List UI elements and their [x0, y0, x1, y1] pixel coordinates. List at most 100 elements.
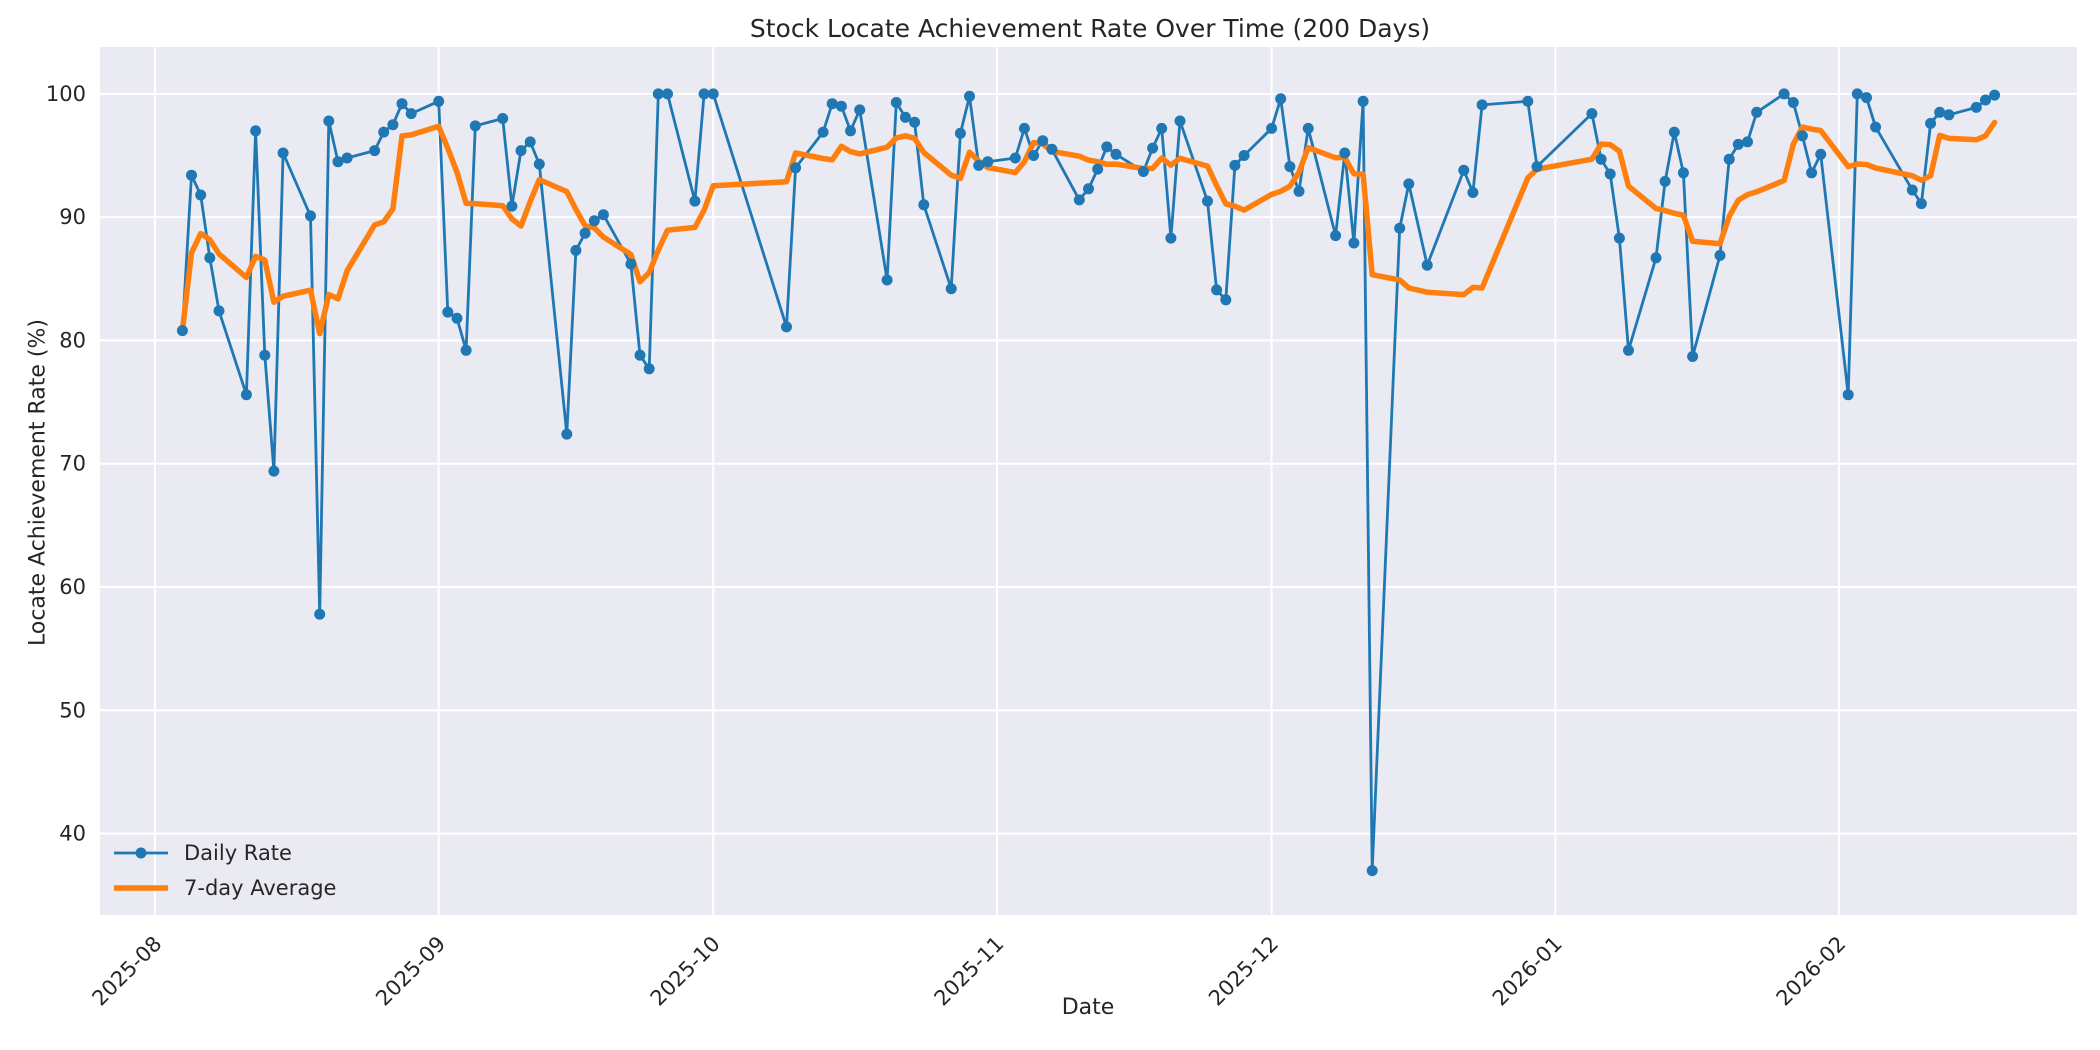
data-point-marker — [1467, 187, 1479, 198]
data-point-marker — [1110, 148, 1122, 160]
data-point-marker — [1476, 99, 1488, 111]
data-point-marker — [1092, 163, 1104, 175]
y-tick-label: 40 — [59, 822, 86, 846]
data-point-marker — [1266, 122, 1278, 134]
data-point-marker — [1815, 148, 1827, 160]
data-point-marker — [1851, 88, 1863, 100]
data-point-marker — [204, 252, 216, 264]
data-point-marker — [1906, 184, 1918, 196]
data-point-marker — [1870, 121, 1882, 133]
y-tick-label: 70 — [59, 452, 86, 476]
data-point-marker — [1238, 150, 1250, 161]
average-line-icon — [114, 885, 168, 891]
data-point-marker — [625, 258, 637, 270]
chart-title: Stock Locate Achievement Rate Over Time … — [749, 14, 1431, 43]
data-point-marker — [186, 169, 197, 181]
data-point-marker — [1650, 252, 1662, 264]
data-point-marker — [835, 100, 847, 112]
daily-rate-line-icon — [114, 847, 168, 859]
data-point-marker — [314, 608, 326, 620]
data-point-marker — [497, 113, 509, 124]
data-point-marker — [781, 321, 792, 333]
data-point-marker — [634, 349, 646, 361]
data-point-marker — [1989, 89, 2001, 101]
data-point-marker — [1604, 168, 1616, 180]
data-point-marker — [323, 115, 335, 127]
data-point-marker — [1668, 126, 1680, 138]
data-point-marker — [1147, 142, 1159, 154]
legend-item-7day-average: 7-day Average — [112, 875, 336, 901]
data-point-marker — [1925, 117, 1937, 129]
data-point-marker — [1796, 130, 1808, 142]
data-point-marker — [652, 88, 664, 100]
data-point-marker — [460, 344, 472, 356]
y-tick-label: 100 — [46, 82, 86, 106]
data-point-marker — [1275, 93, 1287, 105]
data-point-marker — [1293, 185, 1305, 197]
data-point-marker — [378, 126, 390, 138]
data-point-marker — [790, 162, 802, 174]
y-tick-label: 90 — [59, 205, 86, 229]
data-point-marker — [1458, 164, 1470, 176]
data-point-marker — [945, 283, 957, 295]
data-point-marker — [1915, 198, 1927, 210]
data-point-marker — [698, 88, 710, 100]
data-point-marker — [405, 108, 417, 120]
data-point-marker — [1970, 101, 1982, 113]
data-point-marker — [1156, 122, 1168, 134]
y-axis-label: Locate Achievement Rate (%) — [25, 319, 51, 647]
y-tick-label: 80 — [59, 328, 86, 352]
data-point-marker — [1421, 259, 1433, 271]
data-point-marker — [1751, 106, 1763, 118]
data-point-marker — [341, 152, 353, 164]
data-point-marker — [1787, 97, 1799, 108]
data-point-marker — [597, 209, 609, 221]
data-point-marker — [1174, 115, 1186, 127]
data-point-marker — [881, 274, 893, 286]
data-point-marker — [1714, 249, 1726, 261]
data-point-marker — [1330, 230, 1342, 242]
data-point-marker — [1284, 161, 1296, 173]
data-point-marker — [1623, 344, 1634, 356]
data-point-marker — [1083, 183, 1094, 195]
data-point-marker — [1137, 166, 1149, 177]
data-point-marker — [1073, 194, 1085, 206]
data-point-marker — [1339, 147, 1351, 159]
data-point-marker — [442, 306, 454, 318]
data-point-marker — [954, 127, 966, 139]
data-point-marker — [1101, 141, 1113, 153]
data-point-marker — [305, 210, 316, 222]
data-point-marker — [1943, 109, 1955, 121]
data-point-marker — [332, 156, 344, 168]
data-point-marker — [1742, 136, 1753, 148]
data-point-marker — [1302, 122, 1314, 134]
data-point-marker — [369, 145, 381, 157]
data-point-marker — [1687, 351, 1699, 362]
data-point-marker — [387, 119, 399, 131]
data-point-marker — [561, 428, 573, 440]
data-point-marker — [1046, 143, 1058, 155]
data-point-marker — [1211, 284, 1223, 296]
legend-item-daily-rate: Daily Rate — [112, 840, 336, 866]
data-point-marker — [1861, 92, 1872, 104]
data-point-marker — [1220, 294, 1232, 306]
data-point-marker — [1229, 159, 1241, 171]
data-point-marker — [1659, 175, 1671, 187]
data-point-marker — [890, 97, 902, 108]
data-point-marker — [195, 189, 207, 201]
data-point-marker — [1595, 153, 1607, 165]
data-point-marker — [1165, 232, 1177, 244]
data-point-marker — [845, 125, 856, 137]
data-point-marker — [1037, 135, 1049, 147]
data-point-marker — [506, 200, 518, 212]
data-point-marker — [515, 145, 527, 157]
y-tick-label: 50 — [59, 698, 86, 722]
data-point-marker — [570, 244, 582, 256]
data-point-marker — [1531, 161, 1543, 173]
data-point-marker — [1018, 122, 1030, 134]
data-point-marker — [1403, 178, 1415, 190]
x-tick-label: 2025-08 — [87, 932, 166, 1011]
data-point-marker — [533, 158, 545, 170]
data-point-marker — [1980, 94, 1991, 106]
